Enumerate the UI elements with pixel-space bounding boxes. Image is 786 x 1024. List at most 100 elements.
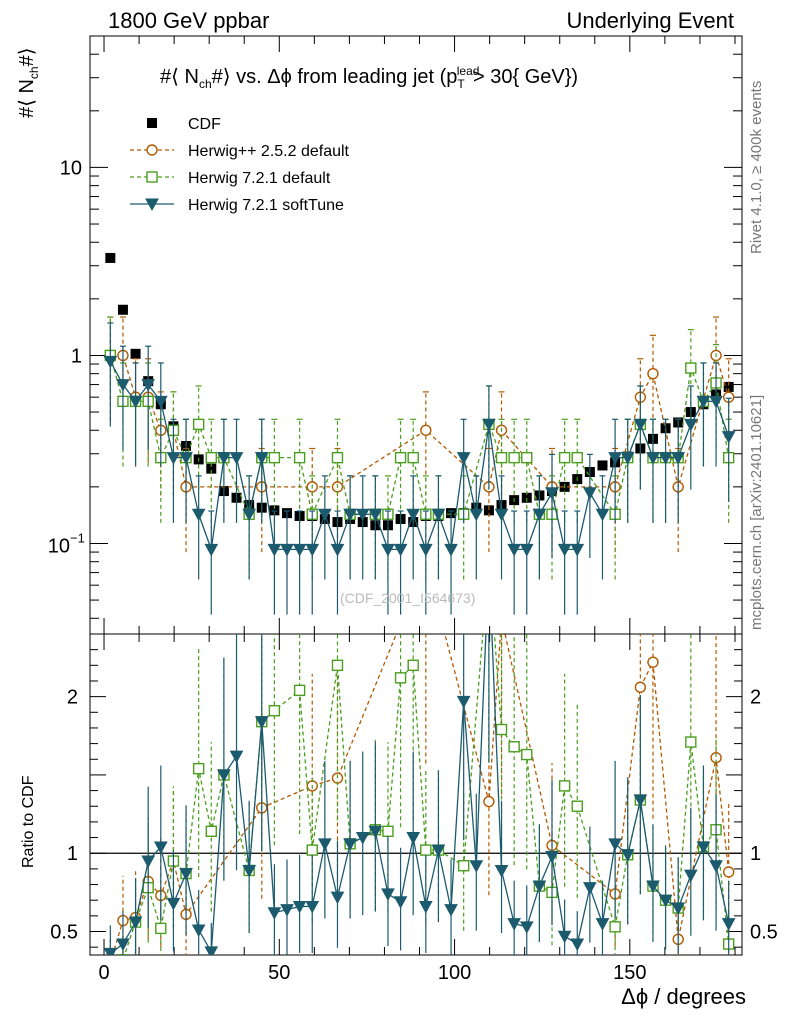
series-3-ratio-point (532, 880, 547, 894)
series-2-ratio-point (420, 844, 432, 856)
series-3-point (469, 508, 484, 522)
series-3-ratio-point (368, 825, 383, 839)
legend-cdf-marker (147, 118, 157, 128)
series-3-point (444, 543, 458, 557)
series-3-ratio-point (393, 896, 408, 909)
series-3-ratio-point (646, 880, 660, 894)
cdf-data-point (117, 304, 128, 315)
series-3-point (709, 395, 723, 409)
series-3-point (393, 543, 408, 557)
legend-marker-1 (146, 144, 158, 156)
legend-marker-2 (146, 171, 158, 183)
series-3-point (532, 508, 547, 522)
series-3-ratio-point (229, 750, 244, 764)
ratio-y-tick-label: 0.5 (50, 922, 78, 944)
series-3-ratio-point (128, 916, 143, 930)
series-3-ratio-point (683, 869, 698, 883)
series-3-point (179, 452, 193, 465)
x-tick-label: 0 (98, 962, 109, 984)
series-3-ratio-point (254, 716, 269, 729)
series-3-point (191, 508, 206, 522)
series-2-ratio-point (495, 723, 508, 736)
series-3-point (153, 395, 168, 409)
series-3-ratio-point (456, 695, 471, 709)
series-1-point (420, 424, 432, 436)
series-3-ratio-point (557, 930, 572, 944)
cdf-data-point (206, 463, 217, 474)
rivet-version-label: Rivet 4.1.0, ≥ 400k events (748, 80, 765, 254)
series-2-ratio-point (192, 762, 205, 775)
series-2-ratio-point (268, 705, 281, 717)
cdf-data-point (269, 505, 280, 516)
series-2-ratio-point (306, 844, 318, 856)
cdf-data-point (130, 348, 141, 359)
series-3-ratio-point (292, 900, 307, 914)
x-tick-label: 150 (613, 962, 646, 984)
series-3-point (381, 543, 395, 557)
series-3-point (456, 452, 471, 465)
series-2-ratio-point (457, 860, 470, 872)
series-3-point (267, 543, 282, 557)
series-2-ratio-point (685, 736, 697, 748)
series-3-point (166, 452, 181, 465)
series-2-ratio-point (293, 684, 306, 697)
series-3-point (217, 452, 231, 465)
series-3-point (620, 452, 635, 465)
cdf-data-point (723, 381, 734, 392)
ratio-y-tick-label-right: 1 (750, 843, 761, 865)
series-3-ratio-point (153, 841, 168, 855)
legend-label: CDF (188, 116, 221, 133)
series-3-ratio-point (709, 860, 723, 873)
series-3-point (482, 418, 496, 432)
series-3-ratio-point (483, 555, 495, 566)
series-3-ratio-point (406, 832, 421, 845)
series-3-point (683, 418, 698, 432)
series-3-ratio-point (305, 900, 320, 914)
cdf-data-point (521, 492, 532, 503)
series-2-point (571, 451, 583, 464)
header-left-label: 1800 GeV ppbar (108, 8, 270, 33)
x-axis-label: Δϕ / degrees (621, 984, 746, 1009)
series-3-point (406, 508, 421, 522)
series-2-point (685, 362, 697, 374)
series-2-ratio-point (407, 659, 419, 672)
series-3-ratio-point (103, 947, 118, 955)
series-2-ratio-point (382, 825, 394, 837)
series-2-point (331, 451, 344, 464)
series-3-point (671, 452, 686, 465)
series-3-point (658, 452, 673, 465)
ratio-y-axis-label: Ratio to CDF (20, 775, 37, 868)
series-3-ratio-point (583, 882, 597, 895)
series-3-ratio-point (191, 924, 206, 937)
y-tick-label: 1 (71, 345, 82, 367)
series-3-ratio-point (204, 946, 219, 955)
series-3-ratio-point (179, 868, 193, 881)
series-1-ratio-point (722, 866, 735, 878)
series-3-point (318, 508, 332, 522)
series-3-point (368, 508, 383, 522)
legend-label: Herwig 7.2.1 default (188, 170, 331, 187)
series-2-ratio-point (558, 780, 571, 792)
series-2-ratio-point (155, 922, 167, 935)
series-3-ratio-line (109, 634, 730, 955)
series-3-ratio-point (330, 891, 345, 905)
x-tick-label: 50 (268, 962, 290, 984)
series-3-point (570, 543, 585, 557)
cdf-data-point (483, 505, 494, 516)
chart-title: #⟨ Nch#⟩ vs. Δϕ from leading jet (pTlead… (160, 64, 579, 91)
ratio-plot-area (103, 555, 736, 955)
series-2-ratio-point (571, 800, 583, 812)
series-3-ratio-point (507, 918, 521, 931)
cdf-data-point (105, 252, 116, 263)
series-3-ratio-point (267, 907, 282, 920)
series-3-ratio-point (671, 902, 686, 916)
series-2-point (192, 418, 205, 431)
series-3-point (242, 508, 256, 522)
y-tick-exponent: −1 (70, 530, 85, 545)
series-3-point (254, 452, 269, 465)
series-3-ratio-point (418, 900, 433, 914)
series-3-ratio-point (595, 918, 610, 931)
series-1-point (647, 367, 659, 380)
series-3-point (103, 355, 118, 369)
